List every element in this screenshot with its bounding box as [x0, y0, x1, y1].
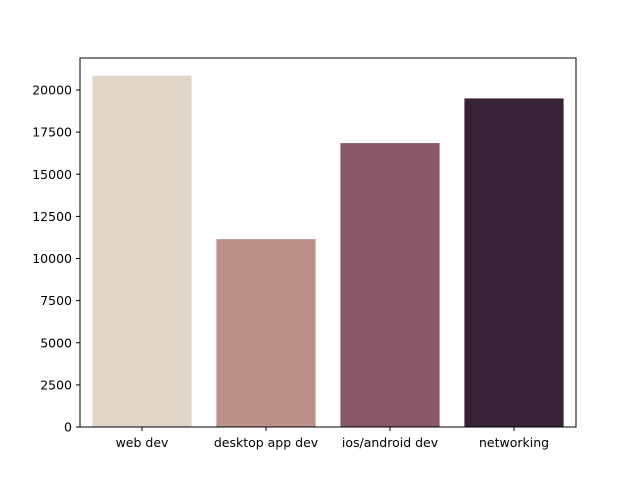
bar-2 [340, 143, 440, 427]
x-tick-label-3: networking [479, 435, 549, 450]
bar-0 [92, 75, 192, 428]
y-axis: 0 2500 5000 7500 10000 12500 15000 17500 20000 [32, 83, 80, 435]
y-tick-label-5: 12500 [32, 209, 72, 224]
y-tick-label-0: 0 [64, 420, 72, 435]
y-tick-label-3: 7500 [40, 293, 72, 308]
bars-group [92, 75, 564, 428]
y-tick-label-6: 15000 [32, 167, 72, 182]
y-tick-label-1: 2500 [40, 377, 72, 392]
x-axis: web dev desktop app dev ios/android dev net… [116, 427, 549, 450]
y-tick-label-7: 17500 [32, 125, 72, 140]
y-tick-label-4: 10000 [32, 251, 72, 266]
y-tick-label-8: 20000 [32, 83, 72, 98]
x-tick-label-1: desktop app dev [214, 435, 319, 450]
x-tick-label-2: ios/android dev [342, 435, 439, 450]
x-tick-label-0: web dev [116, 435, 169, 450]
y-tick-label-2: 5000 [40, 335, 72, 350]
bar-3 [464, 98, 564, 427]
bar-1 [216, 239, 316, 427]
plot-frame [79, 57, 577, 428]
